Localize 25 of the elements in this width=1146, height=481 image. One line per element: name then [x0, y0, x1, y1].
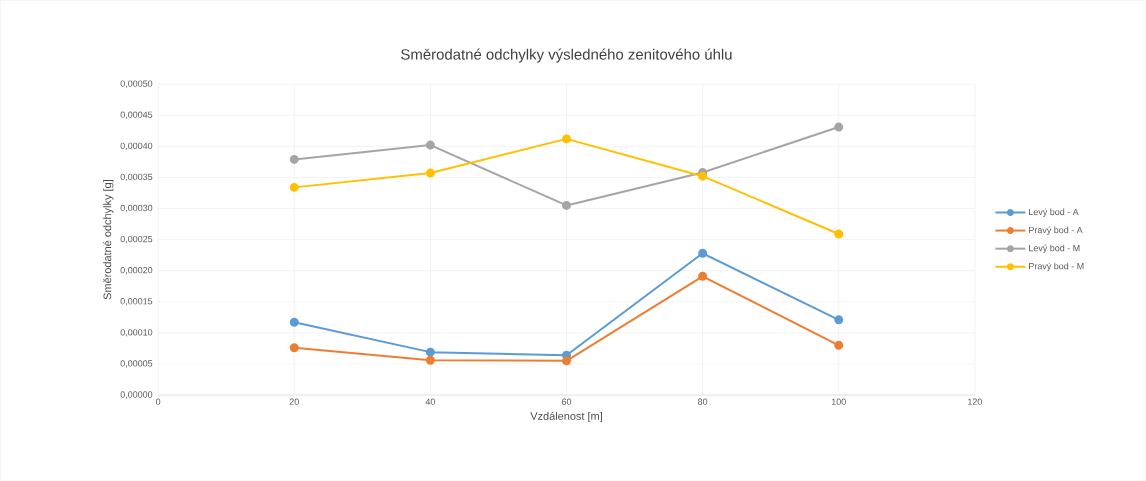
- y-tick-label: 0,00005: [120, 360, 153, 368]
- legend-label: Levý bod - A: [1029, 208, 1079, 217]
- x-tick-label: 20: [289, 398, 299, 405]
- legend-label: Pravý bod - M: [1029, 262, 1084, 272]
- x-tick-label: 80: [698, 398, 708, 405]
- x-axis-title: Vzdálenost [m]: [530, 411, 602, 422]
- x-tick-label: 60: [561, 398, 572, 405]
- y-tick-label: 0,00030: [120, 204, 153, 213]
- y-tick-label: 0,00015: [120, 297, 153, 306]
- legend-label: Pravý bod - A: [1029, 226, 1083, 235]
- x-tick-label: 40: [425, 398, 436, 405]
- y-axis-title: Směrodatné odchylky [g]: [103, 180, 114, 300]
- x-tick-label: 120: [968, 398, 982, 405]
- y-tick-label: 0,00020: [120, 266, 153, 275]
- legend-label: Levý bod - M: [1029, 244, 1080, 253]
- y-tick-label: 0,00045: [120, 111, 153, 119]
- y-tick-label: 0,00035: [120, 173, 153, 182]
- y-tick-label: 0,00050: [120, 80, 153, 88]
- x-tick-label: 0: [156, 398, 161, 405]
- y-tick-label: 0,00025: [120, 235, 153, 244]
- y-tick-label: 0,00010: [120, 329, 153, 337]
- x-tick-label: 100: [831, 398, 846, 405]
- y-tick-label: 0,00040: [120, 142, 153, 150]
- y-tick-label: 0,00000: [120, 391, 153, 399]
- chart-title: Směrodatné odchylky výsledného zenitového úhlu: [401, 48, 732, 63]
